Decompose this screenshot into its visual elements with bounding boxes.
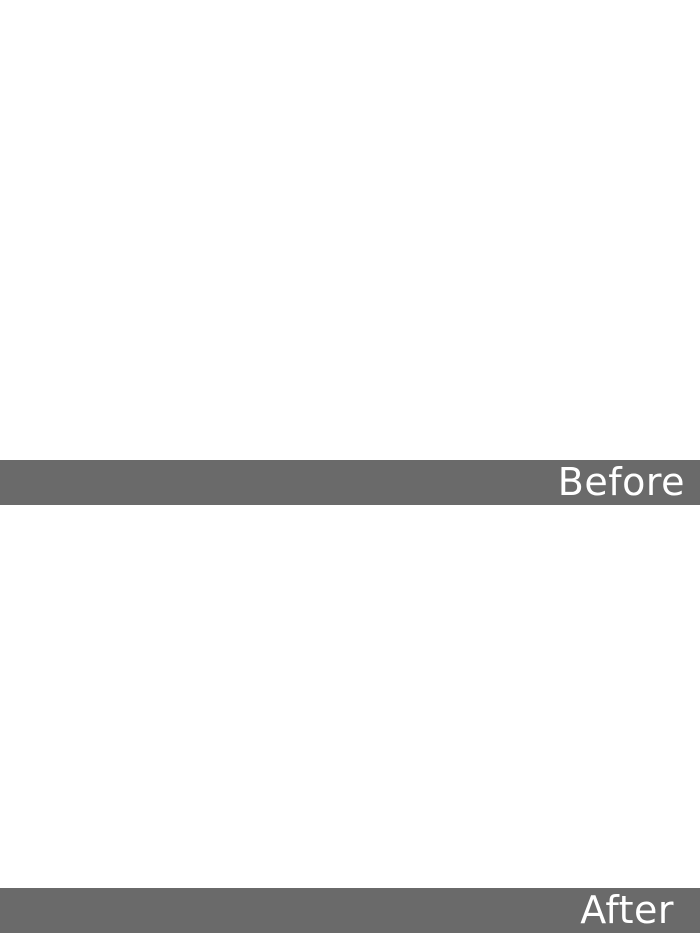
before-label: Before	[557, 460, 685, 504]
after-label: After	[580, 888, 674, 932]
after-label-bar: After	[0, 888, 700, 933]
before-image-panel	[0, 0, 700, 460]
before-label-bar: Before	[0, 460, 700, 505]
after-image-panel	[0, 505, 700, 888]
